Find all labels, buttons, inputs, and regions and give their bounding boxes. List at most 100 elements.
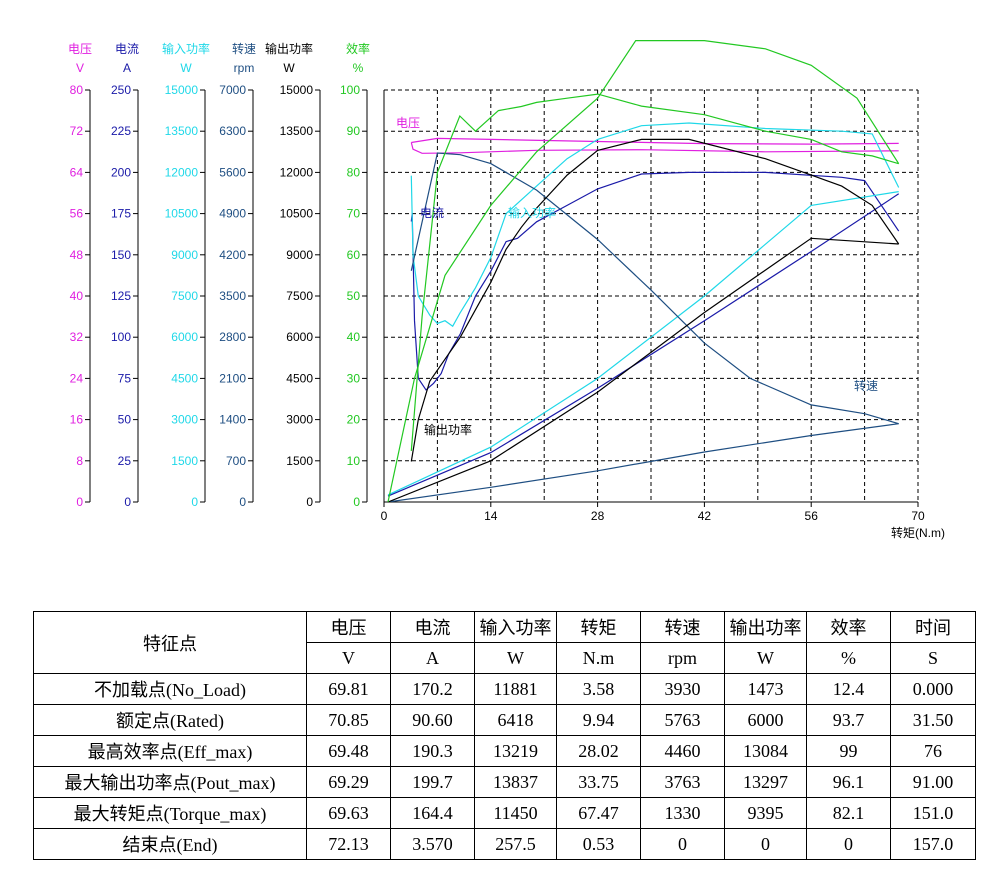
y-axis-name: 效率	[346, 41, 370, 56]
y-axis-unit: W	[180, 61, 192, 75]
series-line	[410, 152, 899, 425]
x-tick-label: 14	[484, 509, 498, 523]
row-label-cell: 最大转矩点(Torque_max)	[33, 797, 307, 829]
header-voltage: 电压	[306, 611, 391, 643]
y-tick-label: 0	[124, 495, 131, 509]
table-cell: 0.000	[890, 673, 976, 705]
table-cell: 31.50	[890, 704, 976, 736]
row-label-cell: 最高效率点(Eff_max)	[33, 735, 307, 767]
y-tick-label: 25	[118, 454, 132, 468]
y-tick-label: 3000	[286, 413, 313, 427]
y-tick-label: 9000	[171, 248, 198, 262]
y-tick-label: 10	[347, 454, 361, 468]
series-line	[387, 237, 899, 502]
y-tick-label: 50	[118, 413, 132, 427]
y-axis-name: 电压	[68, 42, 92, 56]
header-output-power: 输出功率	[724, 611, 807, 643]
y-tick-label: 6000	[286, 330, 313, 344]
y-tick-label: 6000	[171, 330, 198, 344]
table-row: 额定点(Rated) 70.85 90.60 6418 9.94 5763 6000 93.7…	[33, 704, 976, 736]
y-tick-label: 7500	[171, 289, 198, 303]
table-cell: 190.3	[390, 735, 475, 767]
row-label-cell: 最大输出功率点(Pout_max)	[33, 766, 307, 798]
series-line	[387, 191, 899, 496]
table-row: 最大转矩点(Torque_max) 69.63 164.4 11450 67.47 133…	[33, 797, 976, 829]
table-cell: 13837	[474, 766, 557, 798]
unit-current: A	[390, 642, 475, 674]
table-cell: 9.94	[556, 704, 641, 736]
table-cell: 70.85	[306, 704, 391, 736]
header-current: 电流	[390, 611, 475, 643]
unit-input-power: W	[474, 642, 557, 674]
table-cell: 69.29	[306, 766, 391, 798]
y-tick-label: 70	[347, 207, 361, 221]
table-cell: 0	[640, 828, 725, 860]
table-cell: 3763	[640, 766, 725, 798]
table-cell: 3.570	[390, 828, 475, 860]
x-tick-label: 70	[911, 509, 925, 523]
y-axis-name: 输入功率	[162, 41, 210, 56]
table-cell: 69.63	[306, 797, 391, 829]
y-tick-label: 4900	[219, 207, 246, 221]
y-axis-unit: W	[283, 61, 295, 75]
y-tick-label: 4500	[171, 371, 198, 385]
y-tick-label: 13500	[165, 124, 199, 138]
y-tick-label: 12000	[165, 165, 199, 179]
series-line	[410, 142, 899, 154]
table-cell: 13219	[474, 735, 557, 767]
y-tick-label: 32	[70, 330, 84, 344]
table-cell: 4460	[640, 735, 725, 767]
header-speed: 转速	[640, 611, 725, 643]
y-tick-label: 15000	[280, 83, 314, 97]
table-cell: 28.02	[556, 735, 641, 767]
y-tick-label: 100	[340, 83, 360, 97]
table-cell: 91.00	[890, 766, 976, 798]
y-tick-label: 1500	[286, 454, 313, 468]
header-feature-point: 特征点	[33, 611, 307, 674]
table-cell: 93.7	[806, 704, 891, 736]
x-tick-label: 56	[805, 509, 819, 523]
series-annotation: 输出功率	[424, 422, 472, 437]
y-tick-label: 0	[306, 495, 313, 509]
table-cell: 6000	[724, 704, 807, 736]
y-tick-label: 2100	[219, 371, 246, 385]
x-tick-label: 0	[381, 509, 388, 523]
table-cell: 72.13	[306, 828, 391, 860]
y-tick-label: 150	[111, 248, 131, 262]
table-cell: 9395	[724, 797, 807, 829]
y-axis-name: 电流	[115, 42, 139, 56]
series-annotation: 电流	[420, 206, 444, 220]
y-tick-label: 4500	[286, 371, 313, 385]
y-tick-label: 6300	[219, 124, 246, 138]
y-tick-label: 100	[111, 330, 131, 344]
table-cell: 5763	[640, 704, 725, 736]
series-line	[387, 193, 900, 497]
unit-output-power: W	[724, 642, 807, 674]
y-tick-label: 15000	[165, 83, 199, 97]
y-tick-label: 80	[347, 165, 361, 179]
table-cell: 69.81	[306, 673, 391, 705]
y-tick-label: 48	[70, 248, 84, 262]
y-tick-label: 7500	[286, 289, 313, 303]
table-cell: 82.1	[806, 797, 891, 829]
y-tick-label: 24	[70, 371, 84, 385]
table-cell: 96.1	[806, 766, 891, 798]
table-cell: 164.4	[390, 797, 475, 829]
table-cell: 11450	[474, 797, 557, 829]
table-cell: 13297	[724, 766, 807, 798]
row-label-cell: 额定点(Rated)	[33, 704, 307, 736]
y-axis-unit: rpm	[234, 61, 255, 75]
row-label-cell: 不加载点(No_Load)	[33, 673, 307, 705]
table-cell: 1330	[640, 797, 725, 829]
y-tick-label: 20	[347, 413, 361, 427]
y-tick-label: 75	[118, 371, 132, 385]
x-tick-label: 42	[698, 509, 712, 523]
y-tick-label: 225	[111, 124, 131, 138]
table-cell: 13084	[724, 735, 807, 767]
header-torque: 转矩	[556, 611, 641, 643]
table-cell: 11881	[474, 673, 557, 705]
table-cell: 257.5	[474, 828, 557, 860]
unit-torque: N.m	[556, 642, 641, 674]
table-cell: 33.75	[556, 766, 641, 798]
table-cell: 151.0	[890, 797, 976, 829]
